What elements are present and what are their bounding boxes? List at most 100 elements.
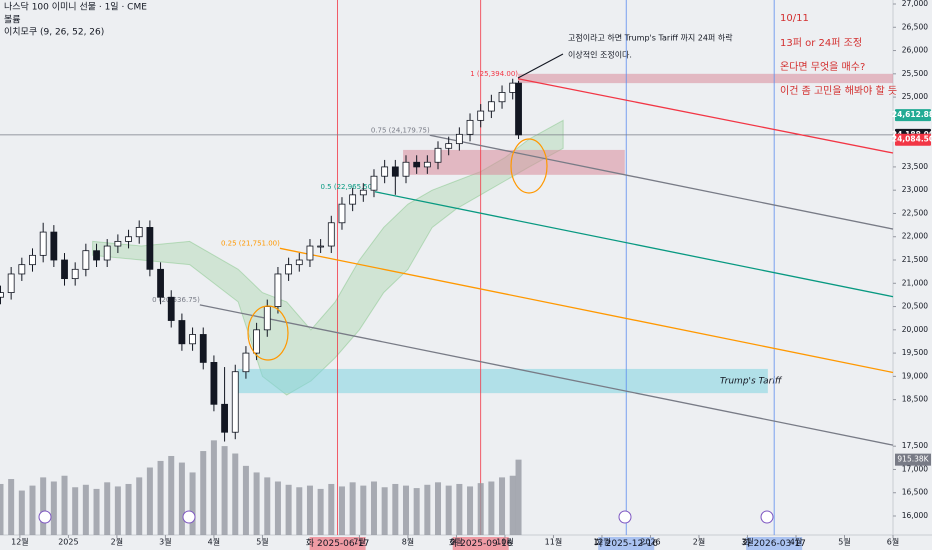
candle-body — [253, 329, 260, 354]
x-tick-label: 2월 — [111, 537, 123, 547]
candle-body — [445, 143, 453, 149]
x-tick-label: 7월 — [353, 537, 365, 547]
callout-text: 이상적인 조정이다. — [568, 50, 632, 60]
y-tick-label: 20,500 — [902, 302, 928, 311]
volume-bar — [392, 483, 399, 535]
y-tick-label: 26,000 — [902, 46, 928, 55]
candle-body — [199, 334, 207, 363]
y-tick-label: 16,500 — [902, 488, 928, 497]
candle-body — [338, 203, 346, 224]
symbol-title: 나스닥 100 이미니 선물 · 1일 · CME — [4, 2, 147, 13]
candle-body — [359, 189, 367, 196]
candle-body — [50, 231, 58, 261]
fib-label: 1 (25,394.00) — [470, 70, 518, 78]
price-label-bg — [895, 109, 931, 122]
candle-body — [477, 110, 485, 121]
x-tick-label: 6월 — [887, 537, 899, 547]
volume-bar — [445, 485, 452, 535]
volume-bar — [242, 465, 249, 535]
fib-line — [429, 134, 894, 230]
volume-bar — [264, 477, 271, 535]
candle-body — [466, 119, 474, 135]
highlight-circle — [510, 138, 548, 194]
volume-bar — [509, 475, 516, 535]
fib-label: 0.5 (22,965.50) — [321, 183, 376, 191]
candle-body — [509, 82, 517, 93]
y-tick-label: 23,500 — [902, 162, 928, 171]
volume-bar — [477, 483, 484, 535]
y-tick-label: 21,500 — [902, 255, 928, 264]
volume-bar — [146, 467, 153, 535]
volume-bar — [93, 488, 100, 535]
candle-body — [498, 92, 506, 103]
fib-line — [199, 304, 894, 446]
volume-bar — [317, 488, 324, 535]
volume-bar — [285, 484, 292, 535]
fib-line — [279, 247, 894, 374]
date-label: 화 2025-06-17 — [306, 538, 369, 549]
date-label: 화 2025-12-16 — [594, 538, 658, 549]
volume-bar — [18, 490, 25, 535]
x-tick-label: 2월 — [693, 537, 705, 547]
volume-bar — [370, 481, 377, 535]
candle-body — [93, 250, 100, 261]
callout-pointer — [517, 53, 564, 79]
candle-body — [231, 371, 239, 433]
candle-body — [189, 334, 196, 345]
indicator-label: 이치모쿠 (9, 26, 52, 26) — [4, 26, 104, 38]
volume-bar — [50, 481, 57, 535]
y-tick-label: 18,500 — [902, 395, 928, 404]
fib-line — [374, 191, 894, 298]
x-tick-label: 2026 — [640, 538, 660, 547]
x-tick-label: 3월 — [159, 537, 171, 547]
candle-body — [178, 320, 186, 345]
volume-bar — [29, 485, 36, 535]
y-tick-label: 22,500 — [902, 208, 928, 217]
candle-body — [82, 250, 90, 270]
volume-bar — [0, 483, 4, 535]
candle-body — [210, 362, 218, 405]
candle-body — [285, 264, 293, 275]
volume-bar — [488, 481, 495, 535]
candle-body — [114, 240, 122, 247]
candle-body — [146, 227, 154, 270]
candle-body — [381, 166, 389, 177]
volume-bar — [168, 455, 175, 535]
volume-bar — [328, 483, 335, 535]
volume-bar — [424, 484, 431, 535]
x-tick-label: 5월 — [838, 537, 850, 547]
y-tick-label: 25,500 — [902, 69, 928, 78]
fib-label: 0.25 (21,751.00) — [221, 239, 280, 247]
candle-body — [71, 268, 79, 280]
event-icons — [38, 510, 774, 524]
y-tick-label: 19,500 — [902, 348, 928, 357]
x-tick-label: 4월 — [790, 537, 802, 547]
x-tick-label: 2025 — [58, 538, 78, 547]
date-label: 화 2026-03-17 — [742, 538, 805, 549]
note-text: 13퍼 or 24퍼 조정 — [780, 37, 862, 49]
callout-text: 고점이라고 하면 Trump's Tariff 까지 24퍼 하락 — [568, 33, 733, 43]
price-label: 24,084.50 — [892, 135, 932, 144]
candle-body — [7, 273, 15, 293]
x-tick-label: 12월 — [593, 537, 611, 547]
date-label-bg — [598, 537, 655, 550]
candle-body — [413, 161, 421, 168]
date-label: 화 2025-09-16 — [449, 538, 513, 549]
price-label: 24,612.88 — [892, 110, 932, 119]
fib-line — [517, 78, 894, 154]
candle-body — [39, 231, 47, 256]
candle-body — [61, 259, 68, 280]
volume-bar — [232, 453, 239, 535]
volume-bar — [157, 460, 164, 535]
price-label-bg — [895, 133, 931, 146]
candle-body — [29, 254, 36, 266]
volume-bar — [499, 477, 506, 535]
x-tick-label: 10월 — [496, 537, 514, 547]
y-tick-label: 16,000 — [902, 511, 928, 520]
volume-label-bg — [895, 453, 931, 466]
candle-body — [263, 306, 271, 331]
candle-body — [135, 227, 143, 238]
price-zone — [518, 73, 893, 84]
candle-body — [423, 161, 431, 168]
candle-body — [317, 245, 325, 248]
